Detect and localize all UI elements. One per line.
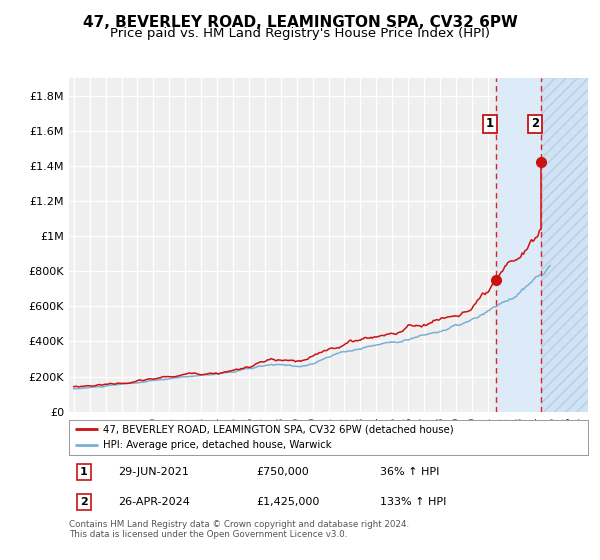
Text: 47, BEVERLEY ROAD, LEAMINGTON SPA, CV32 6PW: 47, BEVERLEY ROAD, LEAMINGTON SPA, CV32 … <box>83 15 517 30</box>
Bar <box>541 78 588 412</box>
Text: 29-JUN-2021: 29-JUN-2021 <box>118 466 189 477</box>
Text: Price paid vs. HM Land Registry's House Price Index (HPI): Price paid vs. HM Land Registry's House … <box>110 27 490 40</box>
Text: £750,000: £750,000 <box>256 466 308 477</box>
Text: 1: 1 <box>80 466 88 477</box>
Text: 133% ↑ HPI: 133% ↑ HPI <box>380 497 447 507</box>
Text: 1: 1 <box>486 118 494 130</box>
Text: 47, BEVERLEY ROAD, LEAMINGTON SPA, CV32 6PW (detached house): 47, BEVERLEY ROAD, LEAMINGTON SPA, CV32 … <box>103 424 454 435</box>
Text: £1,425,000: £1,425,000 <box>256 497 319 507</box>
Text: HPI: Average price, detached house, Warwick: HPI: Average price, detached house, Warw… <box>103 440 331 450</box>
Text: Contains HM Land Registry data © Crown copyright and database right 2024.
This d: Contains HM Land Registry data © Crown c… <box>69 520 409 539</box>
Text: 26-APR-2024: 26-APR-2024 <box>118 497 190 507</box>
Text: 2: 2 <box>80 497 88 507</box>
Bar <box>496 78 541 412</box>
Text: 36% ↑ HPI: 36% ↑ HPI <box>380 466 440 477</box>
Text: 2: 2 <box>531 118 539 130</box>
